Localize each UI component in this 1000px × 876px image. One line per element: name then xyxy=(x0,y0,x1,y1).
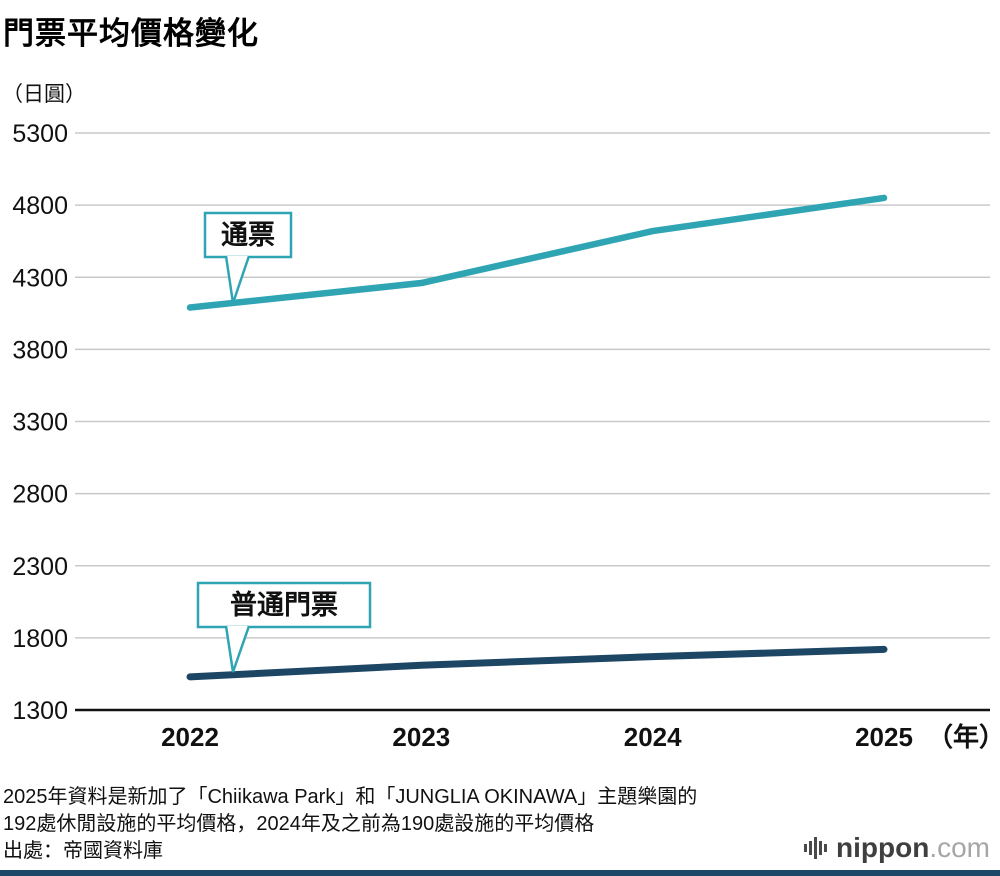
y-tick-label: 5300 xyxy=(12,120,68,148)
y-tick-label: 4800 xyxy=(12,192,68,220)
y-tick-label: 3800 xyxy=(12,336,68,364)
line-chart: 5300 4800 4300 3800 3300 2800 2300 1800 1300 2022… xyxy=(12,120,1000,752)
series-line-pass xyxy=(186,194,888,311)
callout-regular: 普通門票 xyxy=(196,581,372,673)
bottom-accent-bar xyxy=(0,870,1000,876)
logo-text: nippon.com xyxy=(836,832,990,864)
footnote-block: 2025年資料是新加了「Chiikawa Park」和「JUNGLIA OKIN… xyxy=(3,784,697,865)
source-label: 出處：帝國資料庫 xyxy=(3,840,163,862)
callout-label: 普通門票 xyxy=(230,589,338,620)
callout-label: 通票 xyxy=(221,220,275,250)
y-axis-unit-label: （日圓） xyxy=(2,83,86,106)
y-tick-label: 4300 xyxy=(12,264,68,292)
chart-title: 門票平均價格變化 xyxy=(3,16,259,51)
x-axis-unit-label: （年） xyxy=(927,722,1000,752)
x-tick-label: 2025 xyxy=(855,722,913,752)
nippon-logo: nippon.com xyxy=(804,832,990,864)
callout-tail xyxy=(224,625,251,673)
y-tick-label: 1300 xyxy=(12,697,68,725)
y-tick-label: 1800 xyxy=(12,625,68,653)
callout-box xyxy=(196,581,372,629)
series-line-regular xyxy=(186,645,888,681)
y-tick-label: 3300 xyxy=(12,409,68,437)
callout-tail xyxy=(224,255,251,304)
callout-pass: 通票 xyxy=(203,211,293,304)
x-tick-label: 2024 xyxy=(624,722,682,752)
y-tick-label: 2800 xyxy=(12,481,68,509)
footnote-line-1: 2025年資料是新加了「Chiikawa Park」和「JUNGLIA OKIN… xyxy=(3,786,698,808)
x-tick-label: 2022 xyxy=(161,722,219,752)
footnote-line-2: 192處休閒設施的平均價格，2024年及之前為190處設施的平均價格 xyxy=(3,813,595,835)
x-tick-label: 2023 xyxy=(392,722,450,752)
logo-text-main: nippon xyxy=(836,832,930,863)
soundwave-icon xyxy=(804,837,828,859)
y-tick-label: 2300 xyxy=(12,553,68,581)
logo-text-suffix: .com xyxy=(929,832,990,863)
callout-box xyxy=(203,211,293,259)
